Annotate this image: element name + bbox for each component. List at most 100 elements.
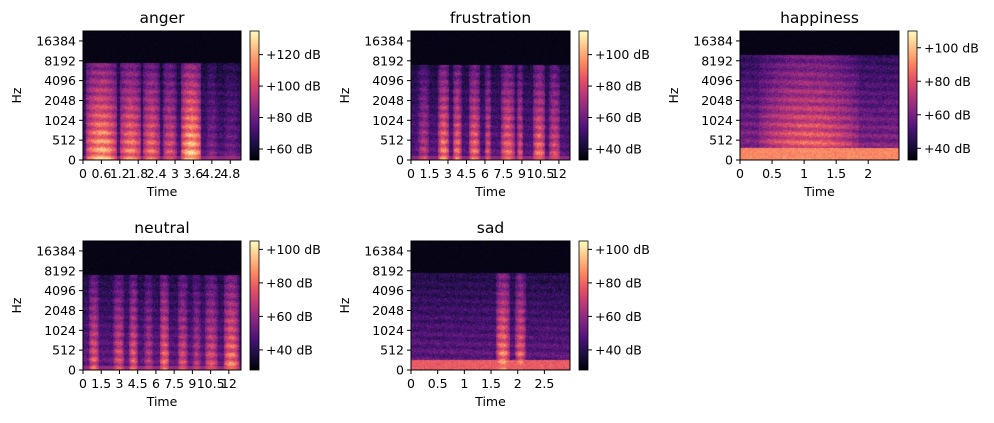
y-tick-label: 4096 bbox=[701, 73, 733, 88]
colorbar-tick-label: +60 dB bbox=[595, 309, 642, 324]
axes-frame bbox=[410, 30, 571, 161]
spectrogram-image bbox=[83, 241, 241, 370]
colorbar bbox=[578, 240, 589, 371]
x-tick-label: 1 bbox=[460, 376, 468, 391]
y-tick-label: 0 bbox=[396, 153, 404, 168]
x-tick-label: 3 bbox=[171, 166, 179, 181]
y-axis-label: Hz bbox=[9, 87, 24, 103]
colorbar-tick-label: +60 dB bbox=[595, 110, 642, 125]
y-axis-label: Hz bbox=[666, 87, 681, 103]
colorbar-tick-label: +100 dB bbox=[595, 242, 650, 257]
x-axis-label: Time bbox=[146, 184, 178, 199]
y-tick-label: 4096 bbox=[44, 73, 76, 88]
colorbar-tick-label: +80 dB bbox=[595, 275, 642, 290]
colorbar-tick-label: +100 dB bbox=[266, 79, 321, 94]
y-tick-label: 512 bbox=[380, 133, 404, 148]
x-tick-label: 6 bbox=[481, 166, 489, 181]
x-axis-label: Time bbox=[474, 184, 506, 199]
y-axis-label: Hz bbox=[9, 297, 24, 313]
y-tick-label: 8192 bbox=[44, 263, 76, 278]
x-tick-label: 9 bbox=[518, 166, 526, 181]
y-tick-label: 8192 bbox=[372, 53, 404, 68]
y-tick-label: 0 bbox=[68, 153, 76, 168]
y-tick-label: 2048 bbox=[701, 93, 733, 108]
x-tick-label: 0 bbox=[407, 166, 415, 181]
y-tick-label: 4096 bbox=[372, 283, 404, 298]
x-tick-label: 4.2 bbox=[202, 166, 222, 181]
x-tick-label: 2.5 bbox=[534, 376, 554, 391]
x-axis-label: Time bbox=[474, 394, 506, 409]
colorbar-tick-label: +60 dB bbox=[266, 141, 313, 156]
x-tick-label: 10.5 bbox=[197, 376, 225, 391]
colorbar-tick-label: +40 dB bbox=[595, 141, 642, 156]
colorbar-tick-label: +40 dB bbox=[266, 342, 313, 357]
x-tick-label: 0.6 bbox=[91, 166, 111, 181]
y-tick-label: 4096 bbox=[44, 283, 76, 298]
y-tick-label: 1024 bbox=[44, 113, 76, 128]
x-tick-label: 0.5 bbox=[762, 166, 782, 181]
colorbar-tick-label: +80 dB bbox=[266, 110, 313, 125]
panel-title: neutral bbox=[134, 219, 189, 237]
x-tick-label: 2 bbox=[864, 166, 872, 181]
spectrogram-image bbox=[740, 31, 899, 160]
y-tick-label: 512 bbox=[380, 343, 404, 358]
x-tick-label: 4.5 bbox=[457, 166, 477, 181]
y-tick-label: 0 bbox=[725, 153, 733, 168]
colorbar bbox=[249, 30, 260, 161]
x-tick-label: 12 bbox=[551, 166, 567, 181]
y-tick-label: 16384 bbox=[36, 243, 76, 258]
x-tick-label: 3 bbox=[444, 166, 452, 181]
x-tick-label: 12 bbox=[221, 376, 237, 391]
y-tick-label: 16384 bbox=[693, 33, 733, 48]
y-tick-label: 8192 bbox=[372, 263, 404, 278]
y-tick-label: 0 bbox=[396, 363, 404, 378]
spectrogram-panel-happiness: happiness 0 512 1024 2048 4096 8192 16384 0 0.5 1 1… bbox=[666, 9, 979, 199]
y-tick-label: 512 bbox=[709, 133, 733, 148]
spectrogram-image bbox=[83, 31, 241, 160]
panel-title: frustration bbox=[450, 9, 531, 27]
colorbar bbox=[578, 30, 589, 161]
x-tick-label: 1.8 bbox=[128, 166, 148, 181]
x-tick-label: 0 bbox=[407, 376, 415, 391]
x-tick-label: 7.5 bbox=[164, 376, 184, 391]
x-axis-label: Time bbox=[146, 394, 178, 409]
y-tick-label: 512 bbox=[52, 133, 76, 148]
y-tick-label: 1024 bbox=[372, 323, 404, 338]
x-tick-label: 1.5 bbox=[481, 376, 501, 391]
x-tick-label: 0 bbox=[79, 166, 87, 181]
x-tick-label: 0 bbox=[79, 376, 87, 391]
y-tick-label: 2048 bbox=[372, 93, 404, 108]
y-tick-label: 2048 bbox=[44, 303, 76, 318]
spectrogram-image bbox=[411, 31, 570, 160]
y-tick-label: 2048 bbox=[372, 303, 404, 318]
y-tick-label: 16384 bbox=[364, 33, 404, 48]
x-tick-label: 0.5 bbox=[428, 376, 448, 391]
spectrogram-panel-sad: sad 0 512 1024 2048 4096 8192 16384 0 0.5 1 1.5 2 2.5… bbox=[337, 219, 650, 409]
colorbar-tick-label: +100 dB bbox=[266, 242, 321, 257]
spectrogram-image bbox=[411, 241, 570, 370]
x-tick-label: 1.5 bbox=[826, 166, 846, 181]
y-axis-label: Hz bbox=[337, 87, 352, 103]
colorbar-tick-label: +60 dB bbox=[924, 107, 971, 122]
colorbar-tick-label: +40 dB bbox=[924, 141, 971, 156]
x-tick-label: 1.5 bbox=[91, 376, 111, 391]
axes-frame bbox=[82, 240, 242, 371]
spectrogram-panel-frustration: frustration 0 512 1024 2048 4096 8192 16384 0 1.5… bbox=[337, 9, 650, 199]
x-tick-label: 1.2 bbox=[110, 166, 130, 181]
y-tick-label: 16384 bbox=[36, 33, 76, 48]
x-tick-label: 2 bbox=[514, 376, 522, 391]
y-tick-label: 4096 bbox=[372, 73, 404, 88]
colorbar-tick-label: +120 dB bbox=[266, 47, 321, 62]
colorbar-tick-label: +80 dB bbox=[595, 79, 642, 94]
x-tick-label: 6 bbox=[152, 376, 160, 391]
panel-title: sad bbox=[477, 219, 504, 237]
y-tick-label: 16384 bbox=[364, 243, 404, 258]
colorbar-tick-label: +40 dB bbox=[595, 342, 642, 357]
x-tick-label: 1 bbox=[800, 166, 808, 181]
y-tick-label: 8192 bbox=[701, 53, 733, 68]
colorbar-tick-label: +100 dB bbox=[924, 40, 979, 55]
colorbar-tick-label: +100 dB bbox=[595, 47, 650, 62]
x-tick-label: 7.5 bbox=[493, 166, 513, 181]
axes-frame bbox=[82, 30, 242, 161]
